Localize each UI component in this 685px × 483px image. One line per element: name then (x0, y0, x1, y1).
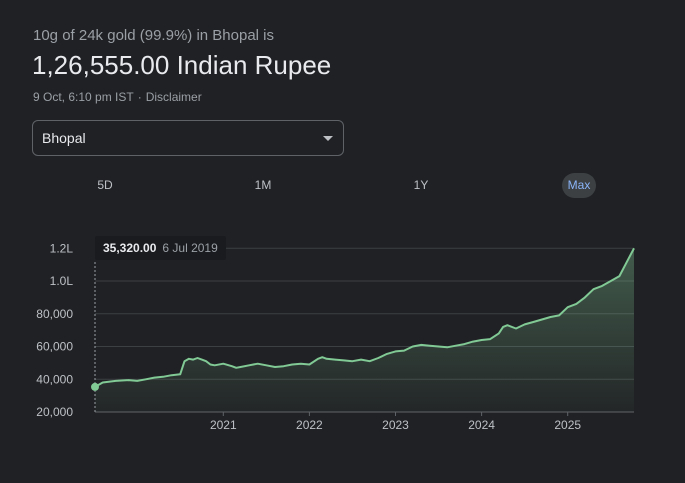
x-tick-label: 2025 (554, 418, 581, 432)
range-tab-1y[interactable]: 1Y (413, 178, 429, 192)
range-tab-max[interactable]: Max (562, 173, 596, 198)
location-dropdown[interactable]: Bhopal (32, 120, 344, 156)
x-tick-label: 2023 (382, 418, 409, 432)
tooltip-value: 35,320.00 (103, 241, 157, 255)
price-area (95, 248, 634, 412)
y-tick-label: 1.0L (50, 274, 74, 288)
y-tick-label: 1.2L (50, 241, 74, 255)
gold-price: 1,26,555.00 Indian Rupee (32, 50, 332, 80)
y-tick-label: 80,000 (36, 307, 73, 321)
x-tick-label: 2024 (468, 418, 495, 432)
y-axis-labels: 20,000 40,000 60,000 80,000 1.0L 1.2L (36, 241, 73, 419)
range-tab-5d[interactable]: 5D (97, 178, 113, 192)
price-line (94, 247, 635, 388)
y-tick-label: 40,000 (36, 372, 73, 386)
x-tick-label: 2022 (296, 418, 323, 432)
chevron-down-icon (323, 136, 333, 141)
tooltip-date: 6 Jul 2019 (162, 241, 218, 255)
meta-separator: · (137, 90, 142, 104)
price-meta: 9 Oct, 6:10 pm IST · Disclaimer (33, 90, 202, 104)
subtitle: 10g of 24k gold (99.9%) in Bhopal is (33, 27, 274, 44)
hover-point (91, 382, 99, 391)
x-axis-labels: 2021 2022 2023 2024 2025 (210, 418, 581, 432)
range-tab-1m[interactable]: 1M (254, 178, 272, 192)
price-timestamp: 9 Oct, 6:10 pm IST (33, 90, 134, 104)
y-tick-label: 60,000 (36, 340, 73, 354)
disclaimer-link[interactable]: Disclaimer (145, 90, 202, 104)
y-tick-label: 20,000 (36, 405, 73, 419)
x-tick-label: 2021 (210, 418, 237, 432)
hover-tooltip: 35,320.00 6 Jul 2019 (95, 236, 226, 260)
location-dropdown-value: Bhopal (42, 130, 86, 146)
